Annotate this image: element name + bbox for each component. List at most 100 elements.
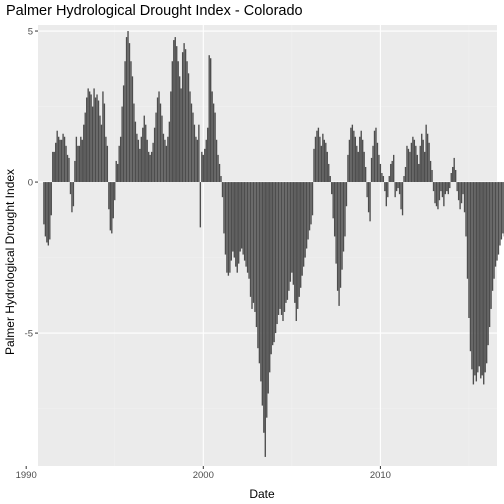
data-bar	[413, 139, 416, 183]
data-bar	[53, 151, 55, 183]
data-bar	[328, 163, 330, 183]
data-bar	[409, 151, 411, 183]
data-bar	[472, 182, 475, 385]
data-bar	[249, 182, 252, 297]
data-bar	[201, 151, 203, 183]
data-bar	[462, 182, 464, 195]
data-bar	[460, 182, 463, 204]
data-bar	[481, 182, 483, 376]
data-bar	[50, 182, 52, 216]
x-axis-tick-labels: 1990 2000 2010	[16, 470, 391, 481]
data-bar	[289, 182, 292, 282]
data-bar	[359, 136, 361, 183]
data-bar	[301, 182, 303, 276]
data-bar	[108, 182, 110, 210]
data-bar	[150, 151, 153, 183]
data-bar	[452, 166, 454, 183]
data-bar	[78, 145, 81, 183]
data-bar	[226, 182, 228, 273]
data-bar	[453, 157, 455, 183]
data-bar	[227, 182, 230, 276]
data-bar	[466, 182, 469, 279]
data-bar	[273, 182, 275, 343]
data-bar	[183, 43, 185, 183]
data-bar	[322, 133, 324, 183]
data-bar	[307, 182, 309, 240]
data-bar	[74, 160, 76, 183]
data-bar	[499, 182, 501, 246]
data-bar	[360, 130, 362, 183]
y-tick-label: -5	[25, 329, 33, 340]
data-bar	[214, 112, 216, 183]
data-bar	[465, 182, 467, 237]
data-bar	[83, 124, 85, 183]
data-bar	[434, 182, 436, 204]
data-bar	[288, 182, 290, 291]
data-bar	[450, 173, 452, 183]
data-bar	[270, 182, 272, 355]
data-bar	[47, 182, 50, 246]
data-bar	[133, 103, 135, 183]
data-bar	[410, 142, 413, 183]
data-bar	[155, 112, 157, 183]
data-bar	[62, 133, 64, 183]
data-bar	[323, 139, 326, 183]
data-bar	[156, 97, 159, 183]
data-bar	[350, 127, 352, 183]
data-bar	[215, 139, 218, 183]
bar-series	[43, 31, 504, 457]
data-bar	[239, 182, 241, 252]
data-bar	[447, 182, 449, 195]
data-bar	[75, 136, 78, 183]
data-bar	[364, 166, 367, 183]
data-bar	[502, 182, 504, 234]
data-bar	[421, 133, 423, 183]
data-bar	[171, 61, 173, 183]
data-bar	[416, 154, 418, 183]
data-bar	[217, 154, 219, 183]
data-bar	[66, 154, 69, 183]
data-bar	[106, 145, 109, 183]
data-bar	[142, 127, 144, 183]
x-tick-label: 2010	[370, 470, 391, 481]
data-bar	[477, 182, 479, 373]
data-bar	[186, 61, 188, 183]
data-bar	[354, 136, 356, 183]
data-bar	[97, 100, 100, 183]
data-bar	[345, 182, 348, 207]
axis-ticks	[25, 30, 381, 469]
data-bar	[333, 182, 336, 237]
y-axis-tick-labels: -5 0 5	[25, 27, 33, 340]
data-bar	[370, 157, 373, 183]
data-bar	[317, 127, 320, 183]
x-tick-label: 1990	[16, 470, 37, 481]
data-bar	[490, 182, 492, 309]
data-bar	[488, 182, 491, 328]
data-bar	[428, 142, 430, 183]
data-bar	[362, 139, 364, 183]
data-bar	[438, 182, 441, 201]
data-bar	[295, 182, 297, 322]
data-bar	[463, 182, 466, 213]
data-bar	[86, 97, 88, 183]
data-bar	[81, 139, 83, 183]
data-bar	[149, 154, 151, 183]
y-tick-label: 0	[28, 178, 33, 189]
data-bar	[202, 154, 204, 183]
data-bar	[44, 182, 47, 237]
data-bar	[329, 176, 331, 183]
x-axis-title: Date	[249, 487, 275, 501]
data-bar	[72, 182, 75, 207]
data-bar	[100, 124, 103, 183]
data-bar	[432, 182, 435, 192]
data-bar	[485, 182, 488, 364]
data-bar	[257, 182, 259, 349]
data-bar	[496, 182, 498, 261]
data-bar	[440, 182, 442, 192]
data-bar	[261, 182, 264, 406]
data-bar	[140, 136, 142, 183]
data-bar	[77, 145, 79, 183]
data-bar	[111, 182, 113, 234]
data-bar	[344, 182, 346, 237]
data-bar	[189, 91, 191, 183]
